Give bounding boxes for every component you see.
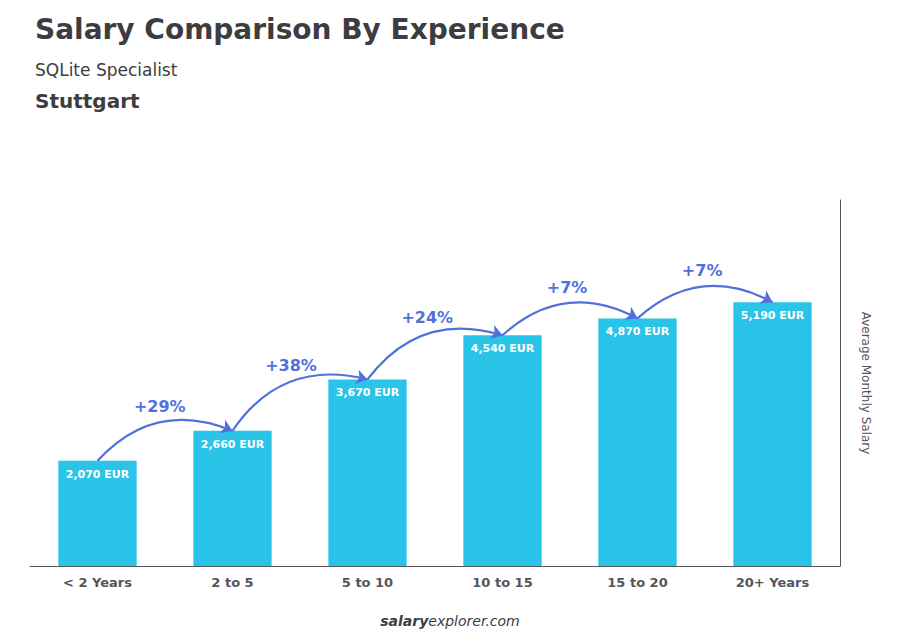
svg-text:2 to 5: 2 to 5 — [211, 575, 253, 590]
svg-text:+38%: +38% — [265, 356, 317, 375]
svg-text:15 to 20: 15 to 20 — [607, 575, 667, 590]
svg-text:+29%: +29% — [134, 397, 186, 416]
svg-text:+7%: +7% — [682, 261, 723, 280]
svg-text:4,540 EUR: 4,540 EUR — [471, 342, 535, 355]
svg-text:2,070 EUR: 2,070 EUR — [66, 468, 130, 481]
svg-text:< 2 Years: < 2 Years — [63, 575, 132, 590]
svg-text:Average Monthly Salary: Average Monthly Salary — [859, 312, 873, 455]
svg-text:SQLite Specialist: SQLite Specialist — [35, 60, 178, 80]
svg-text:explorer.com: explorer.com — [428, 613, 519, 629]
svg-text:+24%: +24% — [401, 308, 453, 327]
svg-text:Salary Comparison By Experienc: Salary Comparison By Experience — [35, 13, 565, 46]
svg-text:+7%: +7% — [547, 278, 588, 297]
svg-text:salary: salary — [380, 613, 429, 629]
svg-text:2,660 EUR: 2,660 EUR — [201, 438, 265, 451]
svg-text:5,190 EUR: 5,190 EUR — [741, 309, 805, 322]
svg-text:Stuttgart: Stuttgart — [35, 89, 140, 113]
svg-text:3,670 EUR: 3,670 EUR — [336, 386, 400, 399]
svg-text:5 to 10: 5 to 10 — [342, 575, 393, 590]
svg-text:10 to 15: 10 to 15 — [472, 575, 532, 590]
svg-text:4,870 EUR: 4,870 EUR — [606, 325, 670, 338]
svg-text:20+ Years: 20+ Years — [736, 575, 810, 590]
